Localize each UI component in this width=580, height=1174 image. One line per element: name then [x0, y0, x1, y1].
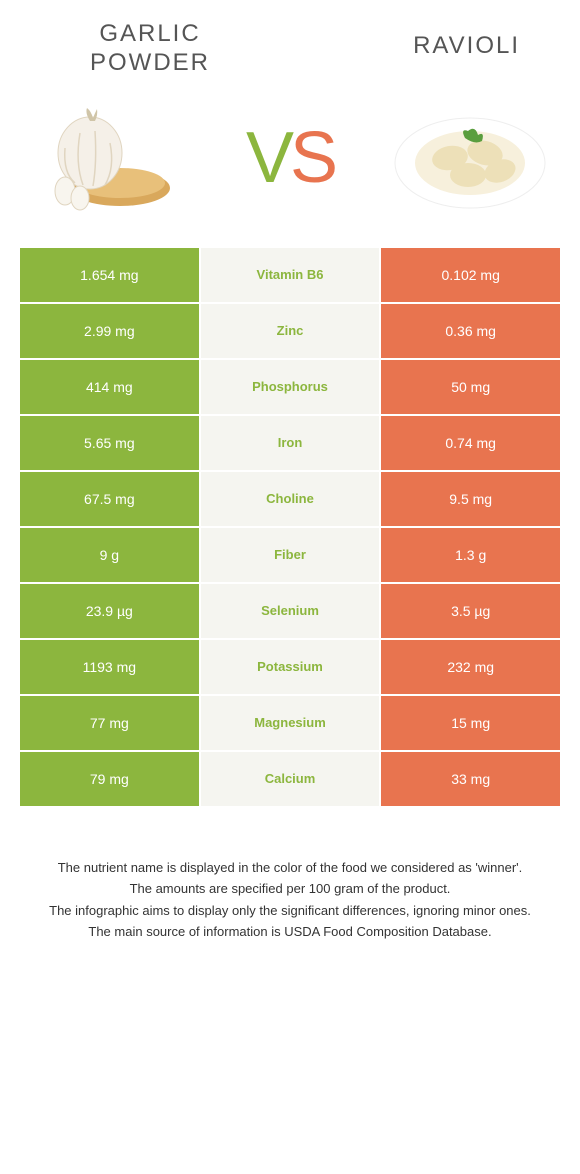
left-food-title: Garlic powder	[60, 20, 240, 78]
left-value: 67.5 mg	[20, 472, 201, 528]
right-value: 3.5 µg	[381, 584, 560, 640]
table-row: 67.5 mgCholine9.5 mg	[20, 472, 560, 528]
header: Garlic powder Ravioli	[0, 0, 580, 88]
right-value: 15 mg	[381, 696, 560, 752]
left-value: 77 mg	[20, 696, 201, 752]
nutrient-name: Potassium	[201, 640, 382, 696]
left-value: 23.9 µg	[20, 584, 201, 640]
right-value: 0.36 mg	[381, 304, 560, 360]
left-value: 5.65 mg	[20, 416, 201, 472]
footer-line-2: The amounts are specified per 100 gram o…	[40, 879, 540, 899]
left-food-image	[30, 98, 190, 218]
table-row: 1.654 mgVitamin B60.102 mg	[20, 248, 560, 304]
right-food-image	[390, 98, 550, 218]
right-value: 50 mg	[381, 360, 560, 416]
nutrient-name: Calcium	[201, 752, 382, 808]
table-row: 23.9 µgSelenium3.5 µg	[20, 584, 560, 640]
nutrient-name: Iron	[201, 416, 382, 472]
images-row: VS	[0, 88, 580, 248]
left-value: 1193 mg	[20, 640, 201, 696]
table-row: 9 gFiber1.3 g	[20, 528, 560, 584]
left-value: 9 g	[20, 528, 201, 584]
nutrient-name: Zinc	[201, 304, 382, 360]
vs-v: V	[246, 118, 290, 198]
right-value: 0.74 mg	[381, 416, 560, 472]
vs-label: VS	[246, 117, 334, 199]
table-row: 5.65 mgIron0.74 mg	[20, 416, 560, 472]
right-value: 1.3 g	[381, 528, 560, 584]
footer-line-4: The main source of information is USDA F…	[40, 922, 540, 942]
table-row: 77 mgMagnesium15 mg	[20, 696, 560, 752]
nutrient-name: Fiber	[201, 528, 382, 584]
footer-line-3: The infographic aims to display only the…	[40, 901, 540, 921]
right-value: 232 mg	[381, 640, 560, 696]
comparison-table: 1.654 mgVitamin B60.102 mg2.99 mgZinc0.3…	[20, 248, 560, 808]
left-value: 79 mg	[20, 752, 201, 808]
right-value: 33 mg	[381, 752, 560, 808]
vs-s: S	[290, 118, 334, 198]
nutrient-name: Magnesium	[201, 696, 382, 752]
footer-line-1: The nutrient name is displayed in the co…	[40, 858, 540, 878]
footer-notes: The nutrient name is displayed in the co…	[0, 808, 580, 964]
table-row: 1193 mgPotassium232 mg	[20, 640, 560, 696]
nutrient-name: Phosphorus	[201, 360, 382, 416]
right-food-title: Ravioli	[340, 20, 520, 61]
nutrient-name: Vitamin B6	[201, 248, 382, 304]
left-value: 2.99 mg	[20, 304, 201, 360]
left-value: 1.654 mg	[20, 248, 201, 304]
nutrient-name: Choline	[201, 472, 382, 528]
left-value: 414 mg	[20, 360, 201, 416]
right-value: 0.102 mg	[381, 248, 560, 304]
table-row: 414 mgPhosphorus50 mg	[20, 360, 560, 416]
right-value: 9.5 mg	[381, 472, 560, 528]
table-row: 79 mgCalcium33 mg	[20, 752, 560, 808]
table-row: 2.99 mgZinc0.36 mg	[20, 304, 560, 360]
nutrient-name: Selenium	[201, 584, 382, 640]
